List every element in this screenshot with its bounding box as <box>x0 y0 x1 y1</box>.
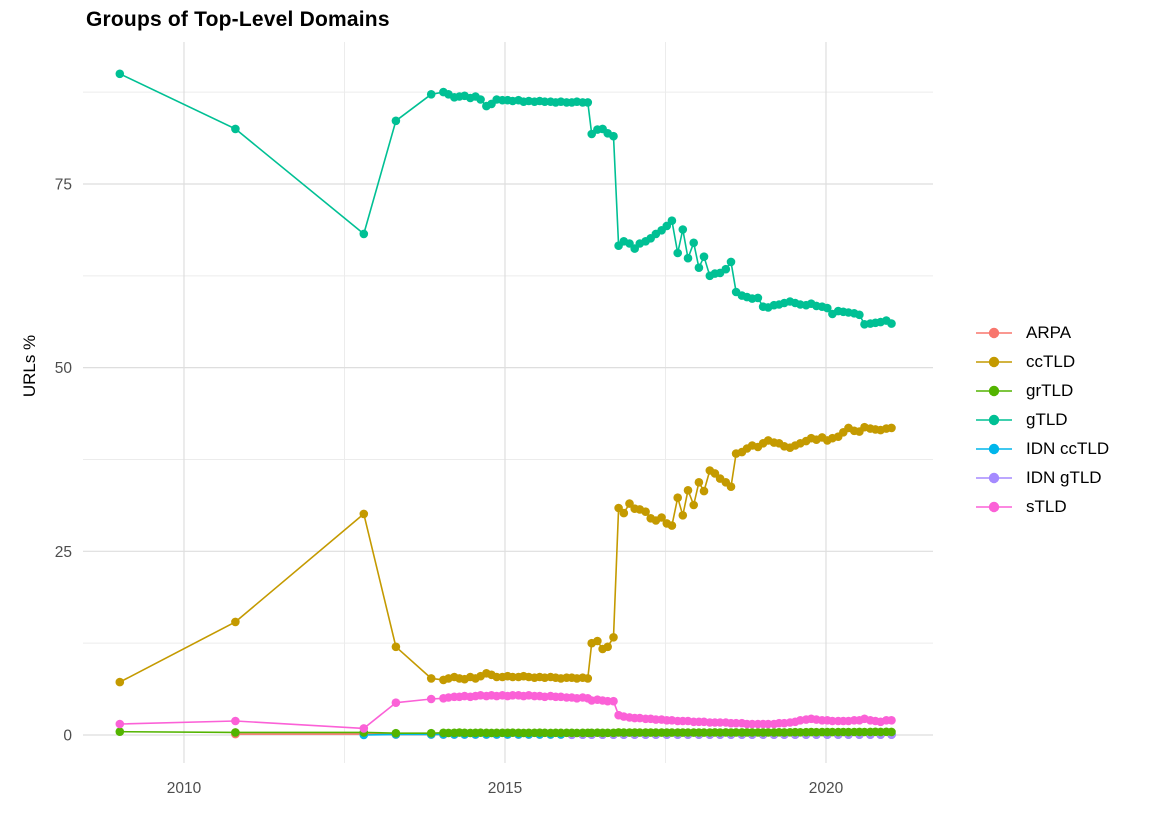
series-gtld <box>115 69 896 329</box>
legend-item-idn-cctld: IDN ccTLD <box>976 440 1109 458</box>
series-line <box>119 73 892 326</box>
legend-item-grtld: grTLD <box>976 382 1109 400</box>
svg-text:75: 75 <box>55 176 72 193</box>
legend-item-idn-gtld: IDN gTLD <box>976 469 1109 487</box>
svg-text:2020: 2020 <box>809 780 844 797</box>
svg-text:50: 50 <box>55 360 73 377</box>
svg-text:2010: 2010 <box>167 780 202 797</box>
svg-text:0: 0 <box>63 727 72 744</box>
legend-key-icon <box>976 443 1012 455</box>
x-axis-tick-labels: 2010 2015 2020 <box>167 780 844 797</box>
legend-key-icon <box>976 472 1012 484</box>
legend-key-icon <box>976 385 1012 397</box>
gridlines-minor <box>83 42 933 763</box>
legend-label: IDN ccTLD <box>1026 439 1110 458</box>
legend-label: gTLD <box>1026 410 1068 429</box>
chart-title: Groups of Top-Level Domains <box>86 8 390 31</box>
gridlines-major <box>83 42 933 763</box>
legend-label: ARPA <box>1026 323 1072 342</box>
legend-item-stld: sTLD <box>976 498 1109 516</box>
legend-key-icon <box>976 414 1012 426</box>
series-stld <box>115 691 896 733</box>
series-cctld <box>115 422 896 687</box>
legend-item-gtld: gTLD <box>976 411 1109 429</box>
legend-label: sTLD <box>1026 497 1067 516</box>
legend-label: ccTLD <box>1026 352 1076 371</box>
series-grtld <box>115 727 896 738</box>
y-axis-tick-labels: 0 25 50 75 <box>55 176 73 744</box>
legend-key-icon <box>976 356 1012 368</box>
legend-label: grTLD <box>1026 381 1074 400</box>
legend-item-cctld: ccTLD <box>976 353 1109 371</box>
legend-key-icon <box>976 327 1012 339</box>
svg-text:2015: 2015 <box>488 780 522 797</box>
svg-text:25: 25 <box>55 544 72 561</box>
legend: ARPA ccTLD grTLD gTLD IDN ccTLD IDN gTLD sTLD <box>976 324 1109 516</box>
legend-label: IDN gTLD <box>1026 468 1102 487</box>
series-line <box>119 426 892 683</box>
legend-item-arpa: ARPA <box>976 324 1109 342</box>
legend-key-icon <box>976 501 1012 513</box>
